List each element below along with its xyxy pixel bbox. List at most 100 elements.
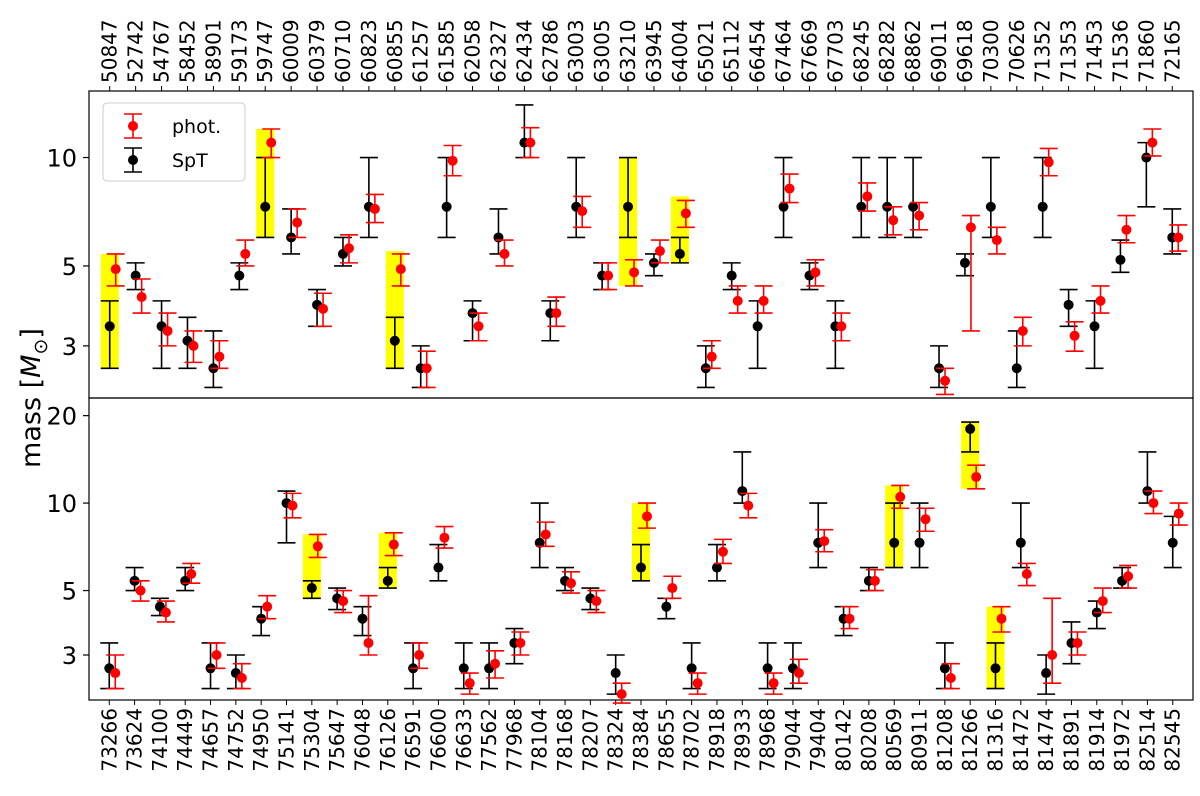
phot-point-60379 [314, 292, 333, 328]
spt-point-81266-point [965, 423, 976, 434]
phot-point-71860 [1143, 128, 1162, 157]
phot-point-73266 [106, 654, 125, 690]
category-label-81972: 81972 [1110, 708, 1134, 772]
spt-point-81316-point [990, 663, 1001, 674]
spt-point-78104-point [534, 537, 545, 548]
phot-point-81891-point [1072, 637, 1083, 648]
phot-point-78104-point [540, 529, 551, 540]
phot-point-71353-point [1069, 330, 1080, 341]
phot-point-75647-point [338, 596, 349, 607]
phot-point-81474-point [1047, 649, 1058, 660]
spt-point-80569-point [889, 537, 900, 548]
top-axes-frame [88, 90, 1194, 399]
phot-point-76126 [384, 532, 403, 557]
phot-point-80208 [865, 568, 884, 592]
spt-point-71860 [1137, 141, 1156, 208]
phot-point-60855-point [395, 264, 406, 275]
phot-point-67669 [806, 259, 825, 287]
legend-marker-point-0 [128, 121, 138, 131]
phot-point-74449-point [186, 569, 197, 580]
spt-point-76633 [454, 642, 473, 690]
phot-point-70626 [1013, 316, 1032, 347]
category-label-69011: 69011 [927, 19, 951, 83]
category-label-70300: 70300 [979, 19, 1003, 83]
ytick-label-bottom-10: 10 [46, 490, 77, 518]
spt-point-81208-point [939, 663, 950, 674]
phot-point-75141 [283, 492, 302, 519]
category-label-60009: 60009 [279, 19, 303, 83]
phot-point-78104 [536, 521, 555, 548]
spt-point-75304 [302, 580, 321, 600]
phot-point-72165-point [1173, 232, 1184, 243]
phot-point-60710-point [343, 243, 354, 254]
phot-point-52742-point [136, 292, 147, 303]
phot-point-74752-point [236, 673, 247, 684]
phot-point-81914-point [1097, 596, 1108, 607]
phot-point-63945-point [654, 246, 665, 257]
phot-point-78968 [764, 672, 783, 695]
phot-point-81208-point [945, 673, 956, 684]
spt-point-78918-point [711, 562, 722, 573]
phot-point-63005 [599, 262, 618, 291]
phot-point-79044-point [793, 668, 804, 679]
category-label-74752: 74752 [224, 708, 248, 772]
phot-point-60710 [339, 234, 358, 264]
phot-point-80208-point [869, 575, 880, 586]
phot-point-63005-point [603, 270, 614, 281]
phot-point-81972-point [1123, 571, 1134, 582]
category-label-81474: 81474 [1034, 708, 1058, 772]
phot-point-80569 [891, 484, 910, 510]
phot-point-62327-point [499, 248, 510, 259]
category-label-71353: 71353 [1057, 19, 1081, 83]
phot-point-81208 [941, 662, 960, 690]
phot-point-69618 [961, 214, 980, 332]
phot-point-78324-point [616, 689, 627, 700]
phot-point-59747 [262, 128, 281, 159]
phot-point-67703 [832, 312, 851, 342]
phot-point-67669-point [810, 267, 821, 278]
spt-point-82545-point [1167, 537, 1178, 548]
legend-entry-1: SpT [124, 147, 208, 173]
spt-point-68282 [878, 156, 897, 239]
ytick-label-top-5: 5 [62, 253, 77, 281]
spt-point-78655 [657, 597, 676, 620]
category-label-80569: 80569 [882, 708, 906, 772]
category-label-52742: 52742 [124, 19, 148, 83]
phot-point-60009-point [292, 217, 303, 228]
spt-point-81474 [1037, 654, 1056, 695]
phot-point-65021-point [706, 351, 717, 362]
category-label-60823: 60823 [357, 19, 381, 83]
category-label-74950: 74950 [249, 708, 273, 772]
y-axis-label-symbol: M [16, 355, 47, 378]
phot-point-72165 [1169, 224, 1188, 252]
category-label-58452: 58452 [175, 19, 199, 83]
phot-point-75304 [308, 533, 327, 559]
spt-point-78384 [632, 543, 650, 582]
category-label-59747: 59747 [253, 19, 277, 83]
phot-point-81266 [967, 464, 986, 490]
phot-point-78968-point [768, 678, 779, 689]
phot-point-59747-point [266, 137, 277, 148]
phot-point-81472 [1017, 562, 1036, 587]
phot-point-80569-point [895, 491, 906, 502]
category-label-81914: 81914 [1085, 708, 1109, 772]
phot-point-81472-point [1021, 569, 1032, 580]
category-label-73624: 73624 [123, 708, 147, 772]
category-label-78384: 78384 [629, 708, 653, 772]
phot-point-61585 [443, 144, 462, 177]
phot-point-71453-point [1095, 295, 1106, 306]
phot-point-74449 [182, 562, 201, 584]
category-label-79044: 79044 [781, 708, 805, 772]
phot-point-68245 [858, 182, 877, 212]
category-label-69618: 69618 [953, 19, 977, 83]
category-label-77968: 77968 [502, 708, 526, 772]
category-label-73266: 73266 [97, 708, 121, 772]
spt-point-63210 [619, 156, 638, 239]
spt-point-80911 [910, 502, 929, 569]
category-label-60379: 60379 [305, 19, 329, 83]
spt-point-70300-point [985, 201, 996, 212]
ytick-label-bottom-5: 5 [62, 578, 77, 606]
phot-point-79404-point [819, 536, 830, 547]
phot-point-71860-point [1147, 137, 1158, 148]
category-label-68245: 68245 [849, 19, 873, 83]
